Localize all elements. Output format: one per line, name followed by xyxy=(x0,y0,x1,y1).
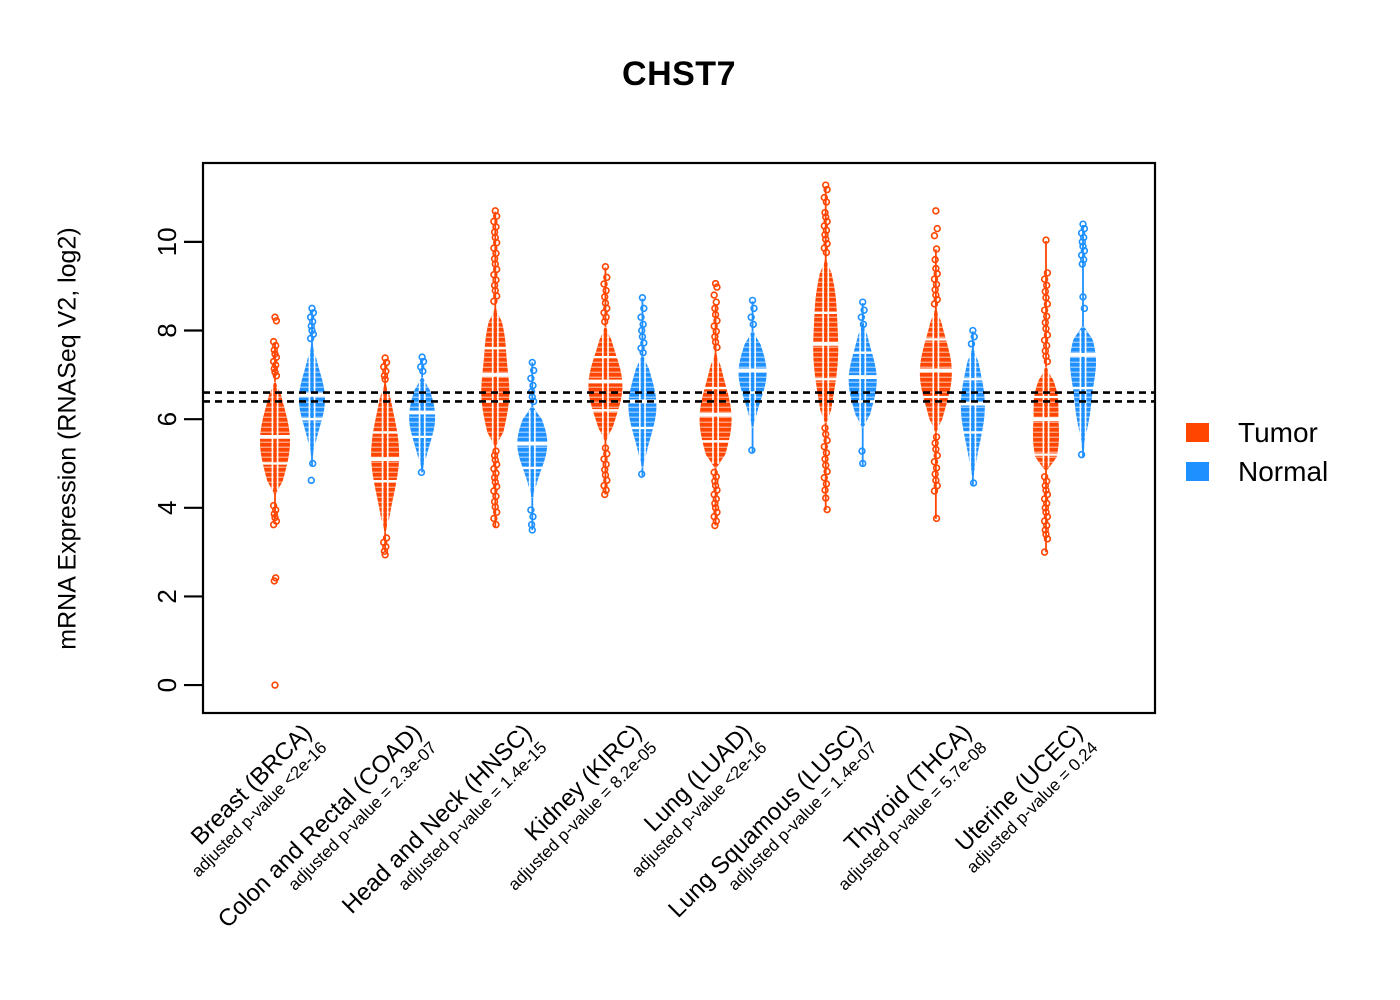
y-tick-label: 2 xyxy=(152,589,182,603)
violin-coad-tumor[interactable] xyxy=(369,354,402,559)
legend-item-tumor: Tumor xyxy=(1186,413,1328,452)
legend-item-normal: Normal xyxy=(1186,452,1328,491)
y-tick-label: 10 xyxy=(152,227,182,256)
legend-label-normal: Normal xyxy=(1238,455,1329,487)
y-tick-label: 8 xyxy=(152,323,182,337)
violin-brca-tumor[interactable] xyxy=(258,313,292,689)
violin-ucec-normal[interactable] xyxy=(1068,220,1098,459)
violin-coad-normal[interactable] xyxy=(407,353,437,477)
violin-hnsc-normal[interactable] xyxy=(515,358,550,534)
tumor-swatch xyxy=(1186,423,1209,442)
y-tick-label: 0 xyxy=(152,678,182,692)
y-tick-label: 4 xyxy=(152,501,182,515)
violin-kirc-normal[interactable] xyxy=(626,294,659,478)
violin-lusc-tumor[interactable] xyxy=(811,181,841,514)
legend-label-tumor: Tumor xyxy=(1238,416,1318,448)
violin-hnsc-tumor[interactable] xyxy=(480,207,511,529)
violin-lusc-normal[interactable] xyxy=(846,298,879,468)
violin-luad-tumor[interactable] xyxy=(697,279,734,530)
violin-thca-normal[interactable] xyxy=(958,326,987,487)
y-tick-label: 6 xyxy=(152,412,182,426)
legend: Tumor Normal xyxy=(1186,413,1328,491)
plot-frame xyxy=(201,161,1157,715)
violin-luad-normal[interactable] xyxy=(736,296,769,454)
violin-brca-normal[interactable] xyxy=(297,304,327,485)
violin-kirc-tumor[interactable] xyxy=(586,263,625,499)
normal-swatch xyxy=(1186,462,1209,481)
chart-title: CHST7 xyxy=(622,55,736,93)
violin-ucec-tumor[interactable] xyxy=(1031,236,1061,556)
violin-thca-tumor[interactable] xyxy=(917,207,954,523)
